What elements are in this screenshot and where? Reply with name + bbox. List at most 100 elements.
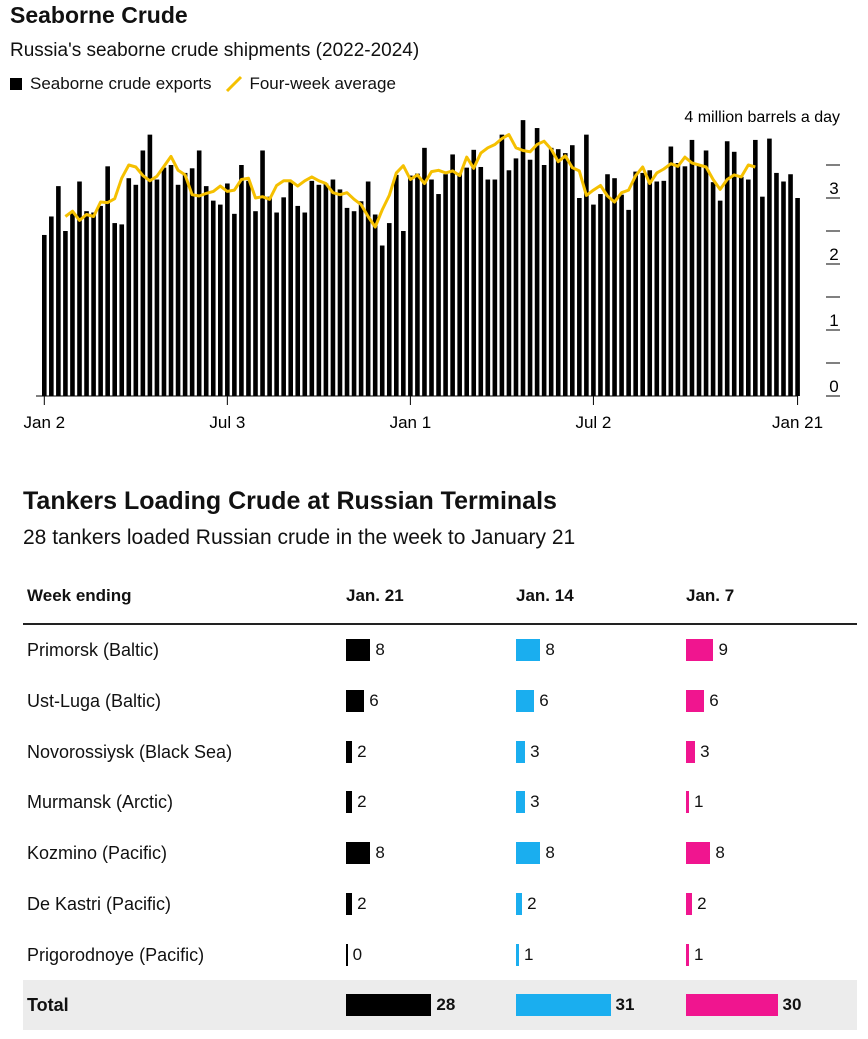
- tanker-count-bar: [346, 842, 371, 865]
- export-bar: [570, 145, 575, 396]
- tanker-count-bar: [686, 791, 690, 814]
- export-bar: [98, 205, 103, 396]
- export-bar: [218, 204, 223, 396]
- export-bar: [408, 175, 413, 396]
- legend-exports-label: Seaborne crude exports: [30, 74, 212, 93]
- export-bar: [788, 174, 793, 396]
- header-jan7: Jan. 7: [686, 586, 735, 605]
- table-row: Novorossiysk (Black Sea) 2 3 3: [23, 727, 857, 777]
- terminal-name: De Kastri (Pacific): [27, 894, 172, 914]
- export-bar: [267, 196, 272, 396]
- tanker-count-bar: [516, 893, 523, 915]
- export-bar: [147, 134, 153, 396]
- export-bar: [717, 200, 723, 396]
- tanker-count-value: 2: [357, 792, 367, 812]
- export-bar: [478, 166, 484, 396]
- tanker-count-value: 2: [357, 741, 367, 761]
- tanker-count-value: 6: [539, 690, 549, 710]
- export-bar: [591, 204, 596, 396]
- export-bar: [140, 150, 146, 396]
- export-bar: [225, 183, 230, 396]
- export-bar: [379, 245, 385, 396]
- export-bar: [196, 150, 202, 396]
- export-bar: [612, 178, 617, 396]
- export-bar: [506, 170, 512, 396]
- tanker-count-value: 30: [782, 995, 802, 1014]
- export-bar: [49, 216, 54, 396]
- tanker-count-bar: [346, 689, 365, 712]
- export-bar: [386, 223, 392, 396]
- exports-chart: 4 million barrels a day 0 1 2 3 Jan 2 Jul 3 J…: [24, 109, 840, 432]
- export-bar: [774, 172, 779, 396]
- export-bar: [77, 181, 82, 396]
- terminal-name: Murmansk (Arctic): [27, 792, 174, 813]
- tanker-count-bar: [686, 689, 705, 712]
- y-tick-label: 0: [829, 377, 838, 396]
- header-jan14: Jan. 14: [516, 586, 574, 605]
- tanker-count-value: 6: [709, 690, 719, 710]
- export-bar: [436, 194, 441, 396]
- export-bar: [133, 184, 139, 396]
- terminal-name: Total: [27, 995, 69, 1015]
- x-tick-label: Jan 21: [772, 413, 823, 432]
- tanker-count-value: 2: [357, 894, 367, 913]
- export-bar: [330, 179, 336, 396]
- export-bar: [323, 183, 329, 396]
- export-bar: [232, 213, 237, 396]
- terminal-name: Prigorodnoye (Pacific): [27, 944, 205, 965]
- tanker-count-value: 31: [615, 995, 635, 1014]
- tanker-count-value: 9: [718, 640, 728, 659]
- export-bar: [534, 128, 540, 396]
- export-bar: [450, 154, 455, 396]
- table-subtitle: 28 tankers loaded Russian crude in the w…: [23, 526, 576, 549]
- export-bar: [767, 138, 772, 396]
- table-row: Ust-Luga (Baltic) 6 6 6: [23, 676, 857, 726]
- tanker-count-bar: [686, 639, 714, 661]
- export-bar: [584, 134, 589, 396]
- export-bar: [555, 149, 561, 396]
- export-bar: [541, 165, 547, 396]
- header-week-ending: Week ending: [27, 586, 132, 605]
- tanker-count-bar: [346, 639, 371, 661]
- four-week-average-line: [64, 133, 756, 229]
- tanker-count-value: 8: [715, 843, 725, 863]
- export-bar: [731, 151, 737, 396]
- chart-subtitle: Russia's seaborne crude shipments (2022-…: [10, 40, 420, 61]
- tanker-count-bar: [346, 943, 348, 966]
- export-bar: [415, 173, 420, 396]
- tanker-count-bar: [516, 689, 535, 712]
- export-bar: [605, 174, 610, 396]
- export-bar: [429, 179, 434, 396]
- export-bar: [168, 165, 174, 396]
- export-bar: [182, 172, 188, 396]
- tanker-count-value: 8: [545, 640, 555, 659]
- export-bar: [471, 149, 477, 396]
- table-title: Tankers Loading Crude at Russian Termina…: [23, 487, 557, 515]
- total-row: Total 28 31 30: [23, 980, 857, 1030]
- legend-average-label: Four-week average: [249, 74, 396, 93]
- export-bar: [119, 224, 125, 396]
- export-bar: [492, 179, 498, 396]
- export-bar: [154, 179, 160, 396]
- tanker-count-bar: [346, 740, 353, 763]
- export-bar: [42, 234, 47, 396]
- tanker-count-value: 28: [436, 995, 456, 1014]
- x-tick-label: Jan 1: [390, 413, 432, 432]
- export-bar: [464, 167, 469, 396]
- export-bar: [246, 180, 251, 396]
- export-bar: [63, 231, 68, 396]
- tanker-count-value: 0: [352, 944, 363, 964]
- export-bar: [394, 174, 399, 396]
- y-axis-label: 4 million barrels a day: [684, 109, 840, 126]
- export-bar: [91, 212, 96, 396]
- export-bar: [337, 189, 343, 396]
- y-tick-label: 1: [829, 311, 838, 330]
- export-bar: [239, 165, 244, 396]
- table-header: Week ending Jan. 21 Jan. 14 Jan. 7: [23, 585, 857, 625]
- tanker-count-value: 8: [375, 640, 385, 659]
- export-bar: [520, 120, 526, 397]
- x-tick-label: Jan 2: [24, 413, 66, 432]
- export-bar: [210, 200, 216, 396]
- table-row: Primorsk (Baltic) 8 8 9: [23, 625, 857, 675]
- tanker-count-value: 2: [697, 894, 707, 913]
